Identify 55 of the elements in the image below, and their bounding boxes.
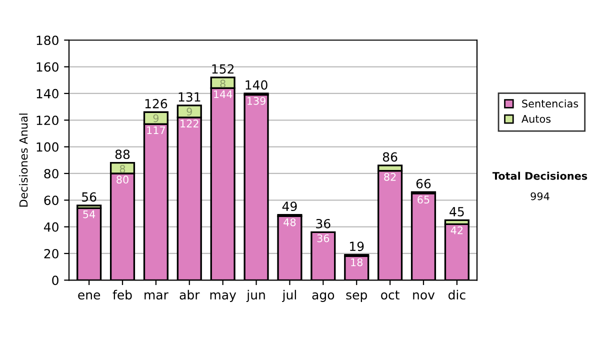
- total-label: 86: [382, 152, 398, 162]
- total-label: 56: [82, 192, 96, 202]
- y-tick-label: 140: [36, 88, 58, 98]
- data-label: 65: [418, 196, 430, 204]
- data-label: 48: [284, 218, 296, 226]
- total-label: 152: [212, 64, 234, 74]
- x-tick-label: nov: [413, 292, 435, 300]
- x-tick-label: dic: [448, 290, 466, 300]
- text: 994: [530, 192, 550, 200]
- total-label: 140: [246, 80, 268, 90]
- x-tick-label: ago: [312, 292, 334, 302]
- x-tick-label: abr: [180, 290, 200, 300]
- total-label: 126: [145, 98, 168, 108]
- y-tick-label: 120: [36, 116, 58, 126]
- x-tick-label: may: [210, 292, 236, 302]
- data-label: 80: [116, 176, 128, 184]
- legend-label: Autos: [522, 115, 551, 123]
- data-label: 9: [153, 114, 159, 122]
- y-tick-label: 180: [36, 36, 58, 46]
- data-label: 122: [180, 120, 198, 128]
- total-label: 45: [450, 207, 464, 216]
- y-tick-label: 80: [44, 168, 58, 178]
- text: Total Decisiones: [492, 172, 588, 180]
- total-label: 88: [115, 150, 130, 160]
- total-label: 66: [416, 178, 431, 188]
- x-tick-label: sep: [346, 292, 367, 302]
- data-label: 18: [351, 258, 363, 266]
- x-tick-label: feb: [112, 290, 132, 300]
- total-label: 19: [350, 242, 364, 252]
- y-tick-label: 20: [44, 248, 58, 258]
- x-tick-label: jul: [282, 290, 296, 302]
- data-label: 8: [120, 164, 126, 173]
- y-tick-label: 100: [36, 142, 58, 152]
- data-label: 54: [83, 210, 96, 218]
- x-tick-label: jun: [246, 290, 265, 302]
- x-tick-label: mar: [144, 292, 168, 300]
- total-label: 131: [178, 92, 200, 102]
- data-label: 8: [220, 80, 226, 88]
- x-tick-label: ene: [78, 292, 100, 300]
- data-label: 82: [384, 172, 396, 181]
- y-axis-title: Decisiones Anual: [19, 114, 28, 207]
- y-tick-label: 160: [36, 62, 58, 72]
- total-label: 49: [282, 202, 297, 212]
- x-tick-label: oct: [381, 290, 400, 300]
- data-label: 139: [247, 96, 266, 105]
- y-tick-label: 40: [44, 222, 58, 232]
- data-label: 144: [214, 90, 232, 98]
- data-label: 42: [450, 226, 463, 234]
- total-label: 36: [316, 218, 330, 228]
- legend-label: Sentencias: [522, 99, 578, 108]
- data-label: 9: [186, 108, 192, 116]
- data-label: 36: [317, 234, 330, 242]
- data-label: 117: [147, 126, 165, 134]
- y-tick-label: 60: [44, 196, 58, 206]
- y-tick-label: 0: [52, 276, 58, 286]
